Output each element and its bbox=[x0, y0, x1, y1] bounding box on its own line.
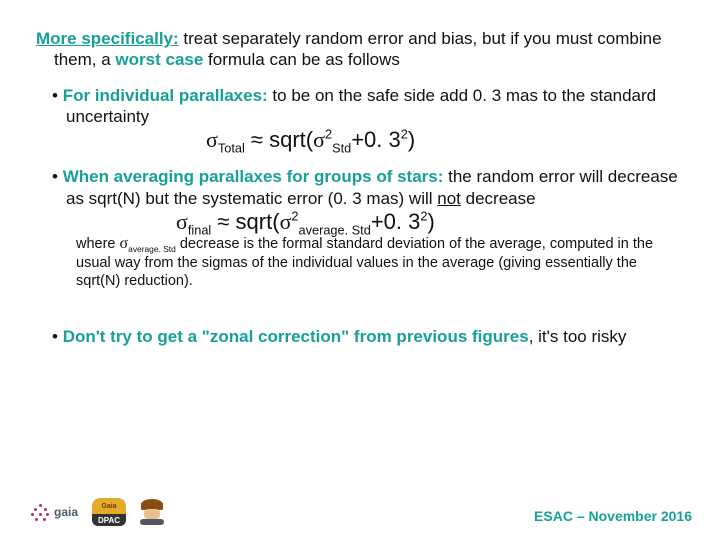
b2-not: not bbox=[437, 189, 461, 208]
bullet-dot-2: • bbox=[52, 167, 63, 186]
intro-tail: formula can be as follows bbox=[203, 50, 400, 69]
f2-tail: +0. 3 bbox=[371, 209, 421, 234]
bullet-individual: • For individual parallaxes: to be on th… bbox=[36, 85, 684, 128]
b1-lead: For individual parallaxes: bbox=[63, 86, 268, 105]
sub-avgstd2: average. Std bbox=[128, 244, 176, 254]
sub-total: Total bbox=[218, 140, 245, 155]
f1-approx: ≈ sqrt( bbox=[245, 127, 313, 152]
sup-2a: 2 bbox=[325, 127, 332, 142]
b3-lead: Don't try to get a "zonal correction" fr… bbox=[63, 327, 529, 346]
b3-tail: , it's too risky bbox=[529, 327, 627, 346]
f2-close: ) bbox=[427, 209, 434, 234]
sigma-5: σ bbox=[120, 235, 129, 252]
dpac-top-text: Gaia bbox=[101, 503, 116, 510]
footer-text: ESAC – November 2016 bbox=[534, 508, 692, 524]
dpac-text: DPAC bbox=[92, 514, 126, 526]
sup-2b: 2 bbox=[401, 127, 408, 142]
footer-logos: gaia Gaia DPAC bbox=[30, 498, 164, 526]
sigma-2: σ bbox=[313, 127, 325, 152]
f2-approx: ≈ sqrt( bbox=[211, 209, 279, 234]
mascot-icon bbox=[140, 499, 164, 525]
f1-close: ) bbox=[408, 127, 415, 152]
bullet-averaging: • When averaging parallaxes for groups o… bbox=[36, 166, 684, 209]
intro-bold: worst case bbox=[115, 50, 203, 69]
sigma-1: σ bbox=[206, 127, 218, 152]
gaia-star-icon bbox=[30, 502, 50, 522]
b2-lead: When averaging parallaxes for groups of … bbox=[63, 167, 444, 186]
formula-final: σfinal ≈ sqrt(σ2average. Std+0. 32) bbox=[36, 209, 684, 234]
bullet-dot: • bbox=[52, 86, 63, 105]
b2-rest2: decrease bbox=[461, 189, 536, 208]
sup-2c: 2 bbox=[291, 208, 298, 223]
where-pre: where bbox=[76, 236, 120, 252]
f1-tail: +0. 3 bbox=[351, 127, 401, 152]
intro-lead: More specifically: bbox=[36, 29, 179, 48]
sigma-3: σ bbox=[176, 209, 188, 234]
dpac-top-icon: Gaia bbox=[92, 498, 126, 514]
where-paragraph: where σaverage. Std decrease is the form… bbox=[36, 234, 684, 290]
slide-body: More specifically: treat separately rand… bbox=[0, 0, 720, 540]
bullet-zonal: • Don't try to get a "zonal correction" … bbox=[36, 326, 684, 347]
formula-total: σTotal ≈ sqrt(σ2Std+0. 32) bbox=[36, 127, 684, 152]
sub-std: Std bbox=[332, 140, 351, 155]
sigma-4: σ bbox=[280, 209, 292, 234]
gaia-text: gaia bbox=[54, 505, 78, 519]
gaia-logo: gaia bbox=[30, 502, 78, 522]
intro-paragraph: More specifically: treat separately rand… bbox=[36, 28, 684, 71]
bullet-dot-3: • bbox=[52, 327, 63, 346]
dpac-logo: Gaia DPAC bbox=[92, 498, 126, 526]
